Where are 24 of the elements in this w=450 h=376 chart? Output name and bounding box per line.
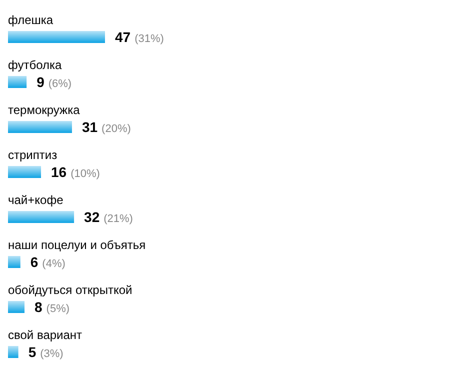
bar xyxy=(8,121,72,133)
y-tick-label: чай+кофе xyxy=(8,193,64,207)
data-label: 16 (10%) xyxy=(51,164,100,180)
y-tick-label: стриптиз xyxy=(8,148,58,162)
data-label: 6 (4%) xyxy=(30,254,66,270)
y-tick-label: футболка xyxy=(8,58,62,72)
data-label: 9 (6%) xyxy=(36,74,72,90)
bar xyxy=(8,346,18,358)
y-tick-label: термокружка xyxy=(8,103,80,117)
bar xyxy=(8,31,105,43)
y-tick-label: флешка xyxy=(8,13,54,27)
data-label: 5 (3%) xyxy=(28,344,64,360)
bar xyxy=(8,211,74,223)
bar xyxy=(8,301,25,313)
data-label: 31 (20%) xyxy=(82,119,131,135)
data-label: 47 (31%) xyxy=(115,29,164,45)
y-tick-label: наши поцелуи и объятья xyxy=(8,238,146,252)
data-label: 32 (21%) xyxy=(84,209,133,225)
y-tick-label: свой вариант xyxy=(8,328,83,342)
bar xyxy=(8,256,20,268)
bar xyxy=(8,76,27,88)
bar xyxy=(8,166,42,178)
y-tick-label: обойдуться открыткой xyxy=(8,283,132,297)
data-label: 8 (5%) xyxy=(34,299,70,315)
